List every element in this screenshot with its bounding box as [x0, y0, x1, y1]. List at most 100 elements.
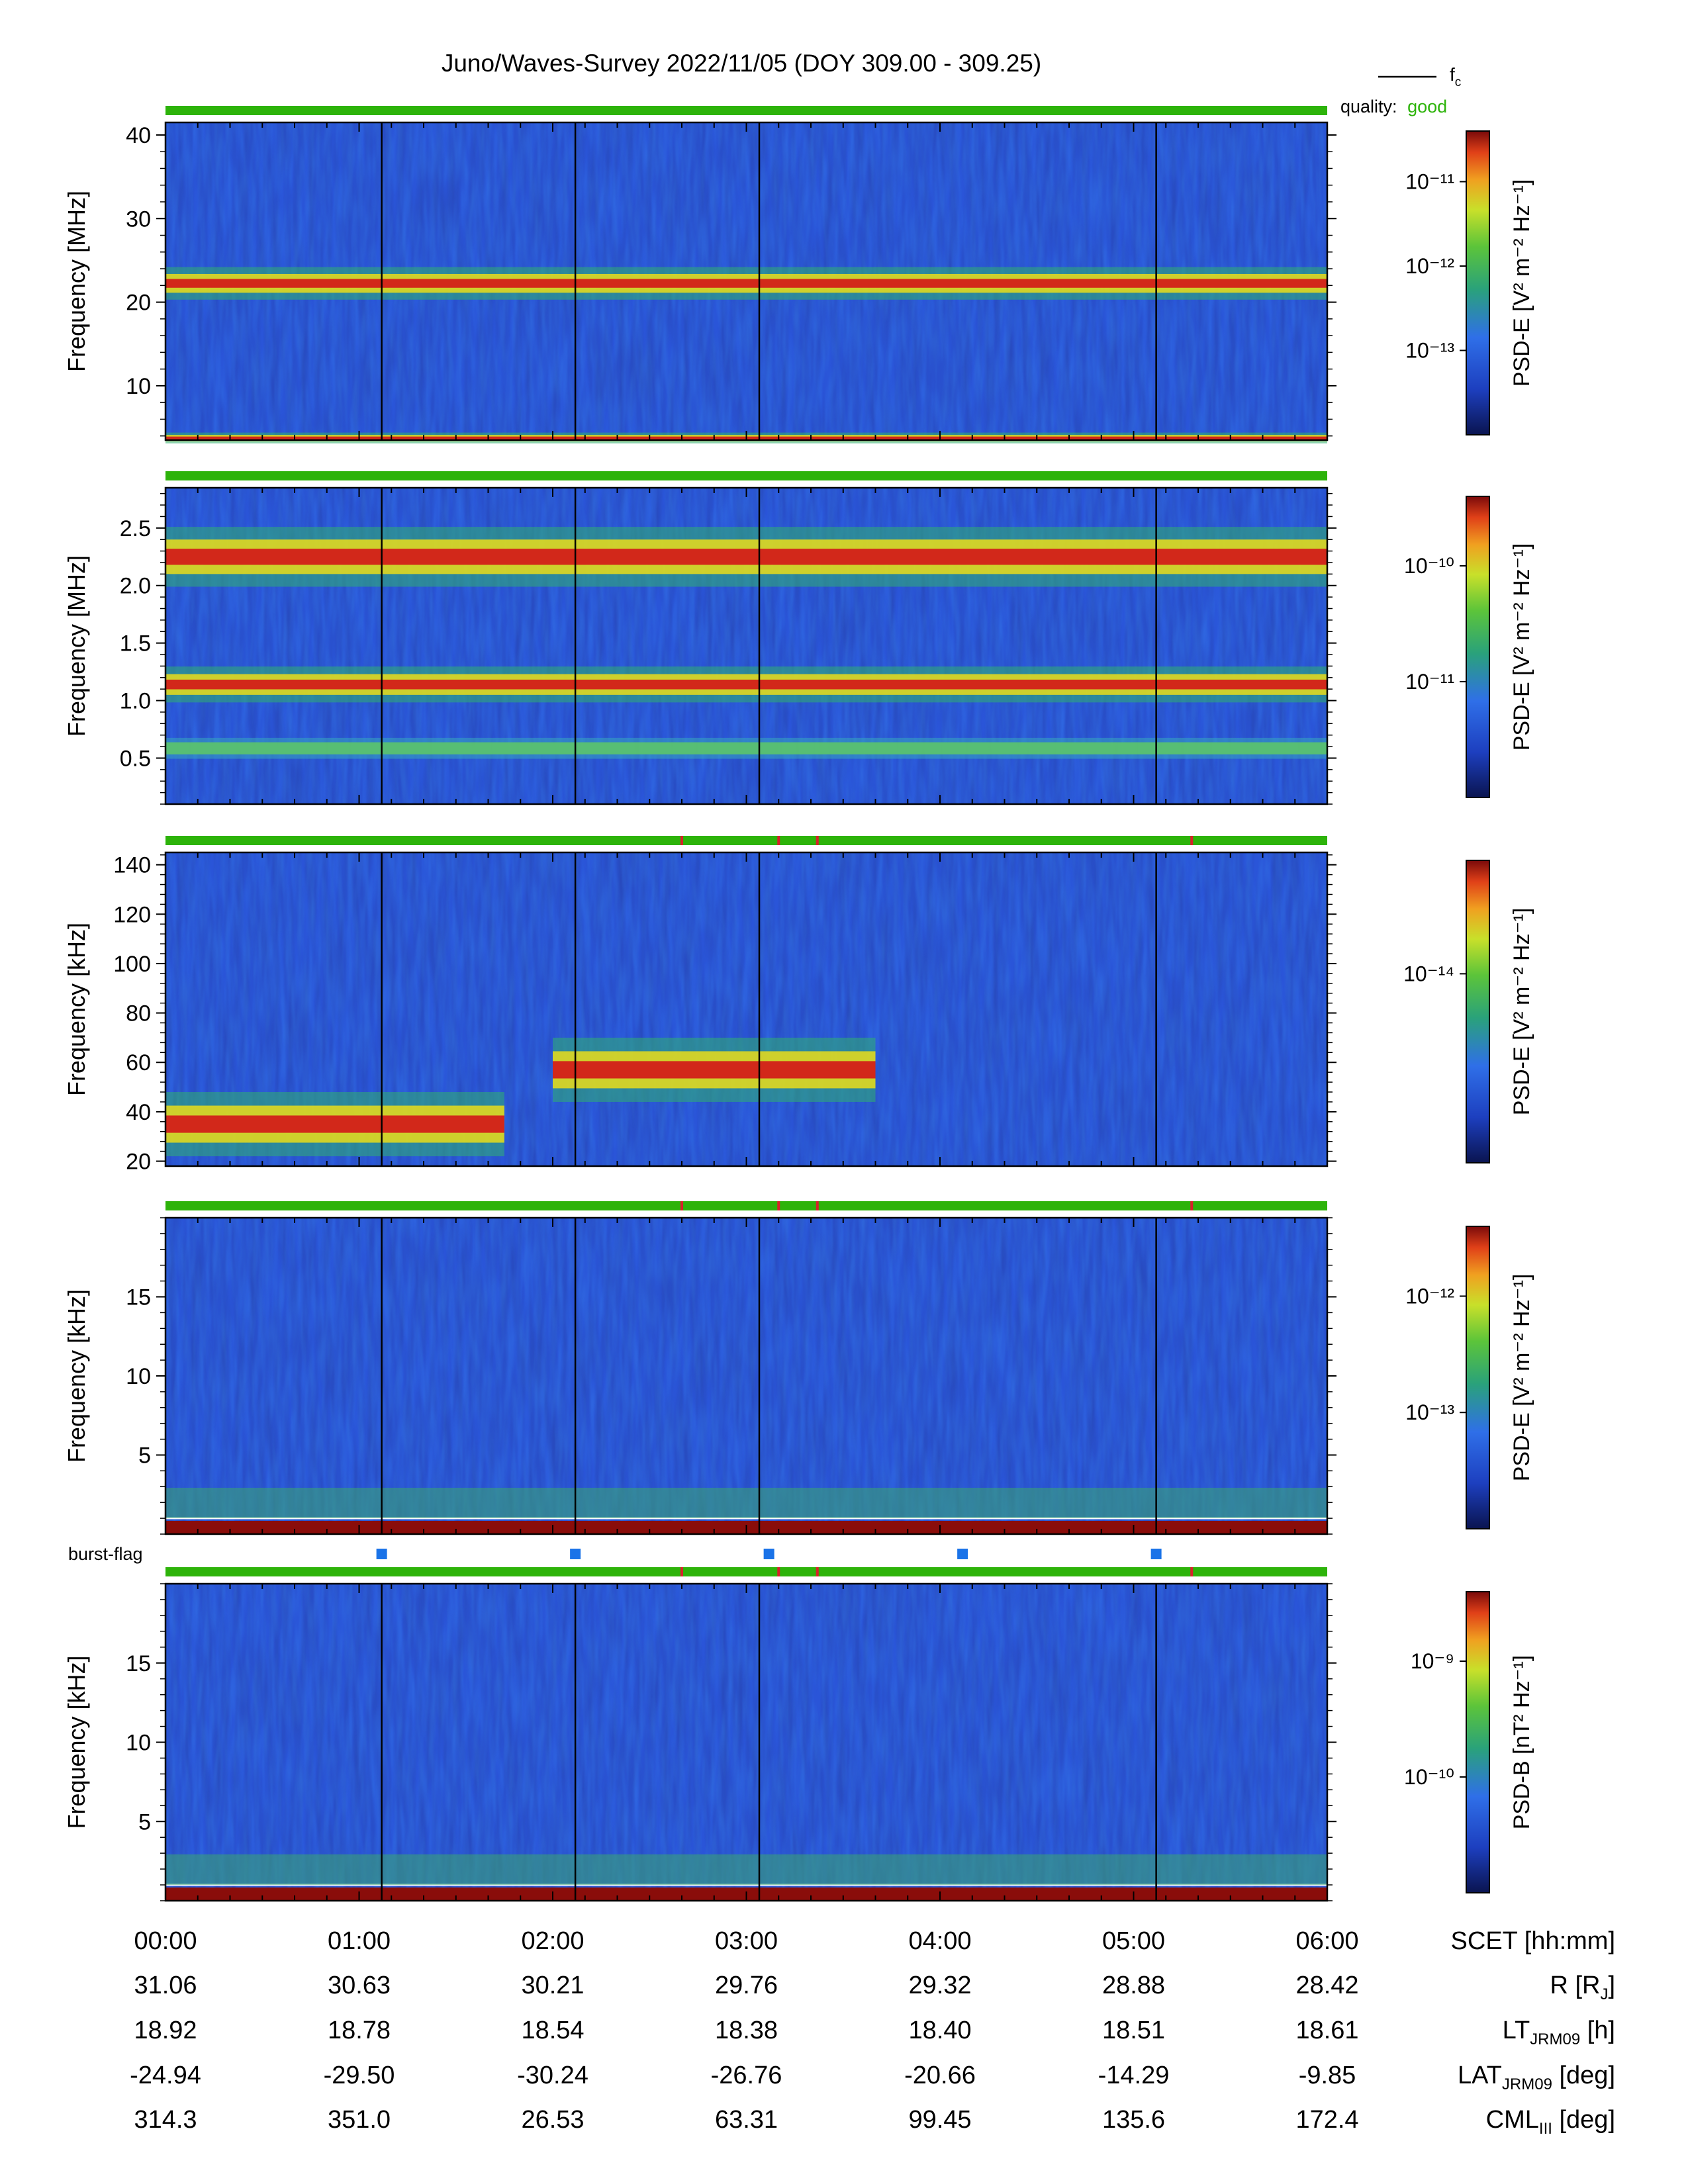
burst-flag-marker — [570, 1549, 581, 1559]
y-tick-label: 100 — [113, 952, 151, 977]
y-tick-label: 1.5 — [120, 631, 151, 657]
ephemeris-value: 30.63 — [328, 1972, 391, 1999]
ephemeris-label: LATJRM09 [deg] — [1458, 2062, 1615, 2093]
colorbar-tick-label: 10⁻⁹ — [1411, 1649, 1454, 1673]
y-tick-label: 5 — [138, 1809, 151, 1835]
ephemeris-value: -14.29 — [1098, 2062, 1170, 2089]
y-tick-label: 2.0 — [120, 574, 151, 599]
quality-flag-red — [680, 1567, 683, 1576]
ephemeris-value: -24.94 — [130, 2062, 201, 2089]
colorbar — [1466, 860, 1490, 1163]
figure-title: Juno/Waves-Survey 2022/11/05 (DOY 309.00… — [442, 50, 1041, 77]
y-tick-label: 0.5 — [120, 746, 151, 771]
low-frequency-band — [165, 1854, 1327, 1885]
y-tick-label: 40 — [126, 123, 151, 148]
ephemeris-label: CMLIII [deg] — [1486, 2106, 1615, 2138]
colorbar — [1466, 496, 1490, 798]
ephemeris-value: 99.45 — [908, 2106, 971, 2134]
panel-5: 5 10 15 Frequency [kHz] 10⁻⁹ 10⁻¹⁰ PSD-B [nT² … — [63, 1567, 1534, 1902]
colorbar-label: PSD-E [V² m⁻² Hz⁻¹] — [1509, 1274, 1534, 1482]
fc-legend-label: fc — [1450, 64, 1461, 89]
y-tick-label: 40 — [126, 1100, 151, 1125]
quality-flag-red — [680, 836, 683, 845]
colorbar-tick-label: 10⁻¹⁴ — [1403, 962, 1454, 985]
y-tick-label: 140 — [113, 853, 151, 878]
colorbar — [1466, 1226, 1490, 1529]
quality-flag-red — [777, 836, 780, 845]
y-tick-label: 60 — [126, 1050, 151, 1075]
quality-value: good — [1407, 97, 1447, 116]
feature-band — [165, 742, 1327, 754]
colorbar-tick-label: 10⁻¹⁰ — [1404, 554, 1454, 578]
colorbar-label: PSD-E [V² m⁻² Hz⁻¹] — [1509, 908, 1534, 1116]
ephemeris-value: -30.24 — [517, 2062, 588, 2089]
quality-flag-red — [777, 1201, 780, 1210]
ephemeris-table: 00:00 01:00 02:00 03:00 04:00 05:00 06:00 SCET … — [130, 1927, 1615, 2138]
quality-legend: quality: good — [1340, 97, 1447, 116]
ephemeris-label: R [RJ] — [1550, 1972, 1615, 2003]
y-tick-label: 120 — [113, 902, 151, 927]
colorbar-tick-label: 10⁻¹³ — [1405, 1400, 1454, 1424]
burst-flag-marker — [957, 1549, 968, 1559]
ephemeris-value: 00:00 — [134, 1927, 197, 1955]
panel-4: 5 10 15 Frequency [kHz] 10⁻¹² 10⁻¹³ PSD-E [V² … — [63, 1201, 1534, 1535]
ephemeris-value: 30.21 — [521, 1972, 584, 1999]
quality-flag-red — [1190, 1567, 1194, 1576]
y-axis-label: Frequency [kHz] — [63, 1289, 90, 1463]
ephemeris-value: 18.40 — [908, 2017, 971, 2044]
feature-core — [165, 279, 1327, 288]
y-tick-label: 15 — [126, 1651, 151, 1676]
y-axis-label: Frequency [kHz] — [63, 923, 90, 1096]
ephemeris-value: 06:00 — [1295, 1927, 1358, 1955]
ephemeris-value: 18.38 — [715, 2017, 778, 2044]
y-tick-label: 2.5 — [120, 516, 151, 541]
ephemeris-value: 03:00 — [715, 1927, 778, 1955]
y-tick-label: 15 — [126, 1285, 151, 1310]
colorbar-tick-label: 10⁻¹¹ — [1405, 670, 1454, 694]
ephemeris-value: -20.66 — [904, 2062, 976, 2089]
panel-1: 10 20 30 40 Frequency [MHz] 10⁻¹¹ 10⁻¹² 10⁻¹³ PS… — [63, 106, 1534, 444]
ephemeris-value: -26.76 — [711, 2062, 782, 2089]
ephemeris-value: 26.53 — [521, 2106, 584, 2134]
burst-flag-marker — [763, 1549, 774, 1559]
ephemeris-value: 05:00 — [1102, 1927, 1165, 1955]
ephemeris-value: 135.6 — [1102, 2106, 1165, 2134]
panel-2: 0.5 1.0 1.5 2.0 2.5 Frequency [MHz] 10⁻¹⁰ 10⁻¹¹… — [63, 471, 1534, 805]
y-axis-label: Frequency [MHz] — [63, 555, 90, 737]
feature-core — [165, 1115, 504, 1133]
y-tick-label: 10 — [126, 1731, 151, 1756]
y-tick-label: 10 — [126, 374, 151, 399]
quality-flag-red — [816, 1201, 819, 1210]
colorbar-tick-label: 10⁻¹² — [1405, 254, 1454, 278]
y-tick-label: 10 — [126, 1364, 151, 1389]
ephemeris-value: 29.32 — [908, 1972, 971, 1999]
burst-flag-label: burst-flag — [68, 1544, 143, 1564]
colorbar-label: PSD-E [V² m⁻² Hz⁻¹] — [1509, 179, 1534, 387]
quality-flag-red — [816, 836, 819, 845]
quality-flag-red — [680, 1201, 683, 1210]
y-tick-label: 20 — [126, 291, 151, 316]
y-tick-label: 30 — [126, 206, 151, 232]
y-tick-label: 1.0 — [120, 689, 151, 714]
ephemeris-value: 04:00 — [908, 1927, 971, 1955]
colorbar-tick-label: 10⁻¹³ — [1405, 339, 1454, 363]
colorbar — [1466, 1591, 1490, 1893]
colorbar-tick-label: 10⁻¹² — [1405, 1284, 1454, 1308]
low-frequency-band — [165, 1488, 1327, 1518]
ephemeris-value: 18.92 — [134, 2017, 197, 2044]
quality-bar — [165, 471, 1327, 480]
colorbar-tick-label: 10⁻¹⁰ — [1404, 1765, 1454, 1789]
y-axis-label: Frequency [kHz] — [63, 1655, 90, 1829]
ephemeris-value: -29.50 — [324, 2062, 395, 2089]
ephemeris-value: 18.61 — [1295, 2017, 1358, 2044]
colorbar — [1466, 130, 1490, 435]
quality-flag-red — [816, 1567, 819, 1576]
burst-flag-marker — [1150, 1549, 1162, 1559]
y-tick-label: 5 — [138, 1443, 151, 1469]
quality-bar — [165, 106, 1327, 115]
ephemeris-value: 314.3 — [134, 2106, 197, 2134]
quality-bar — [165, 1201, 1327, 1210]
colorbar-label: PSD-B [nT² Hz⁻¹] — [1509, 1655, 1534, 1830]
quality-bar — [165, 1567, 1327, 1576]
